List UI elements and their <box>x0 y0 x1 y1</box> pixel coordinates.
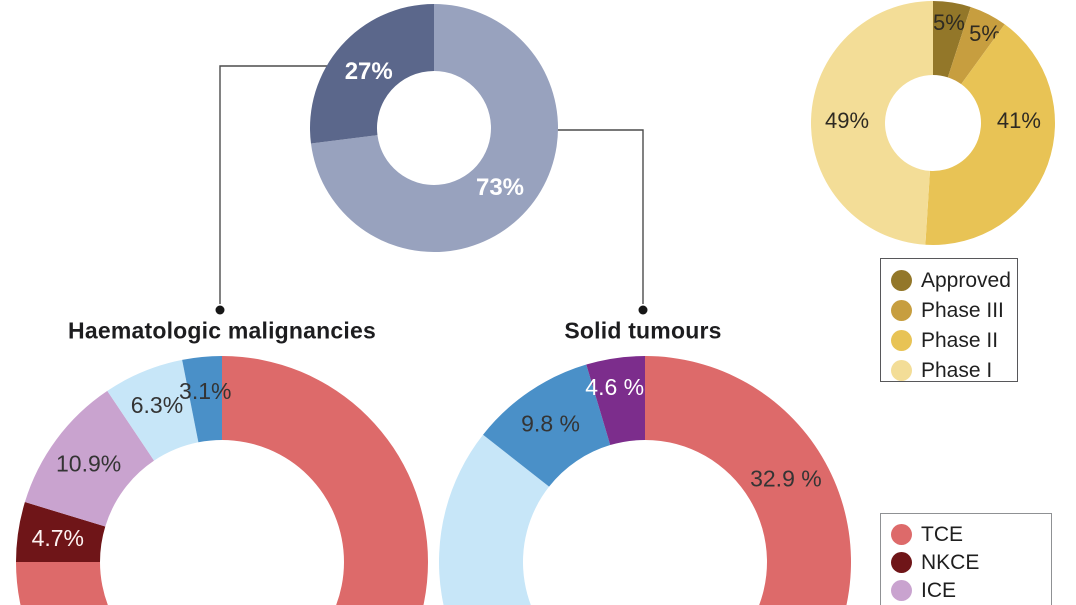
connector-right <box>557 129 644 304</box>
modality-legend: TCE NKCE ICE <box>880 513 1052 605</box>
clinical-phase-value-label: 41% <box>997 108 1041 133</box>
solid-tumours-slice-purple <box>586 356 645 446</box>
legend-swatch-icon <box>891 580 912 601</box>
solid-tumours-value-label: 32.9 % <box>750 465 822 491</box>
haematologic-donut: 4.7% 10.9% 6.3%3.1% <box>16 356 428 605</box>
solid-tumours-slice-blue <box>483 364 611 487</box>
haematologic-malignancies-slice-blue <box>182 356 222 443</box>
clinical-phase-slice-phase ii <box>925 24 1055 245</box>
legend-swatch-icon <box>891 330 912 351</box>
haematologic-title: Haematologic malignancies <box>68 317 376 344</box>
legend-item-phase-i: Phase I <box>891 360 1017 381</box>
legend-swatch-icon <box>891 524 912 545</box>
solid-tumours-slice-tce <box>645 356 851 605</box>
legend-label: TCE <box>921 523 963 546</box>
connector-left-dot <box>215 305 225 315</box>
legend-label: ICE <box>921 579 957 602</box>
haematologic-malignancies-value-label: 4.7% <box>32 525 84 551</box>
legend-item-approved: Approved <box>891 270 1017 291</box>
indication-split-slice-slate_dark <box>310 4 434 144</box>
haematologic-malignancies-value-label: 3.1% <box>179 378 231 404</box>
legend-item-tce: TCE <box>891 524 1051 545</box>
indication-split-donut: 73% 27% <box>310 4 558 252</box>
legend-label: Approved <box>921 269 1011 292</box>
solid-tumours-value-label: 4.6 % <box>585 374 644 400</box>
haematologic-malignancies-slice-tce <box>16 356 428 605</box>
connector-right-dot <box>638 305 648 315</box>
legend-label: Phase I <box>921 359 993 382</box>
clinical-phase-value-label: 49% <box>825 108 869 133</box>
clinical-phase-slice-phase i <box>811 1 933 245</box>
haematologic-malignancies-slice-ice <box>24 390 155 527</box>
legend-swatch-icon <box>891 360 912 381</box>
indication-split-slice-slate_light <box>310 4 558 252</box>
legend-item-phase-iii: Phase III <box>891 300 1017 321</box>
legend-item-phase-ii: Phase II <box>891 330 1017 351</box>
haematologic-malignancies-slice-pale_blue <box>107 359 199 461</box>
haematologic-malignancies-value-label: 6.3% <box>131 392 183 418</box>
clinical-phase-value-label: 5% <box>933 10 965 35</box>
indication-split-value-label: 27% <box>345 58 393 85</box>
legend-label: NKCE <box>921 551 980 574</box>
solid-tumours-value-label: 9.8 % <box>521 410 580 436</box>
haematologic-malignancies-slice-nkce <box>16 502 106 562</box>
haematologic-malignancies-value-label: 10.9% <box>56 450 121 476</box>
legend-item-nkce: NKCE <box>891 552 1051 573</box>
legend-swatch-icon <box>891 300 912 321</box>
solid-tumours-title: Solid tumours <box>564 317 722 344</box>
solid-tumours-slice-pale_blue <box>439 434 550 605</box>
legend-swatch-icon <box>891 270 912 291</box>
legend-item-ice: ICE <box>891 580 1051 601</box>
clinical-phase-slice-approved <box>933 1 971 78</box>
clinical-phase-donut: 5% 5%41%49% <box>811 1 1055 245</box>
indication-split-value-label: 73% <box>476 174 524 201</box>
clinical-phase-slice-phase iii <box>947 6 1005 85</box>
solid-tumours-donut: 32.9 % 9.8 %4.6 % <box>439 356 851 605</box>
legend-label: Phase III <box>921 299 1004 322</box>
legend-label: Phase II <box>921 329 999 352</box>
connector-left <box>219 65 327 304</box>
phase-legend: Approved Phase III Phase II Phase I <box>880 258 1018 382</box>
legend-swatch-icon <box>891 552 912 573</box>
